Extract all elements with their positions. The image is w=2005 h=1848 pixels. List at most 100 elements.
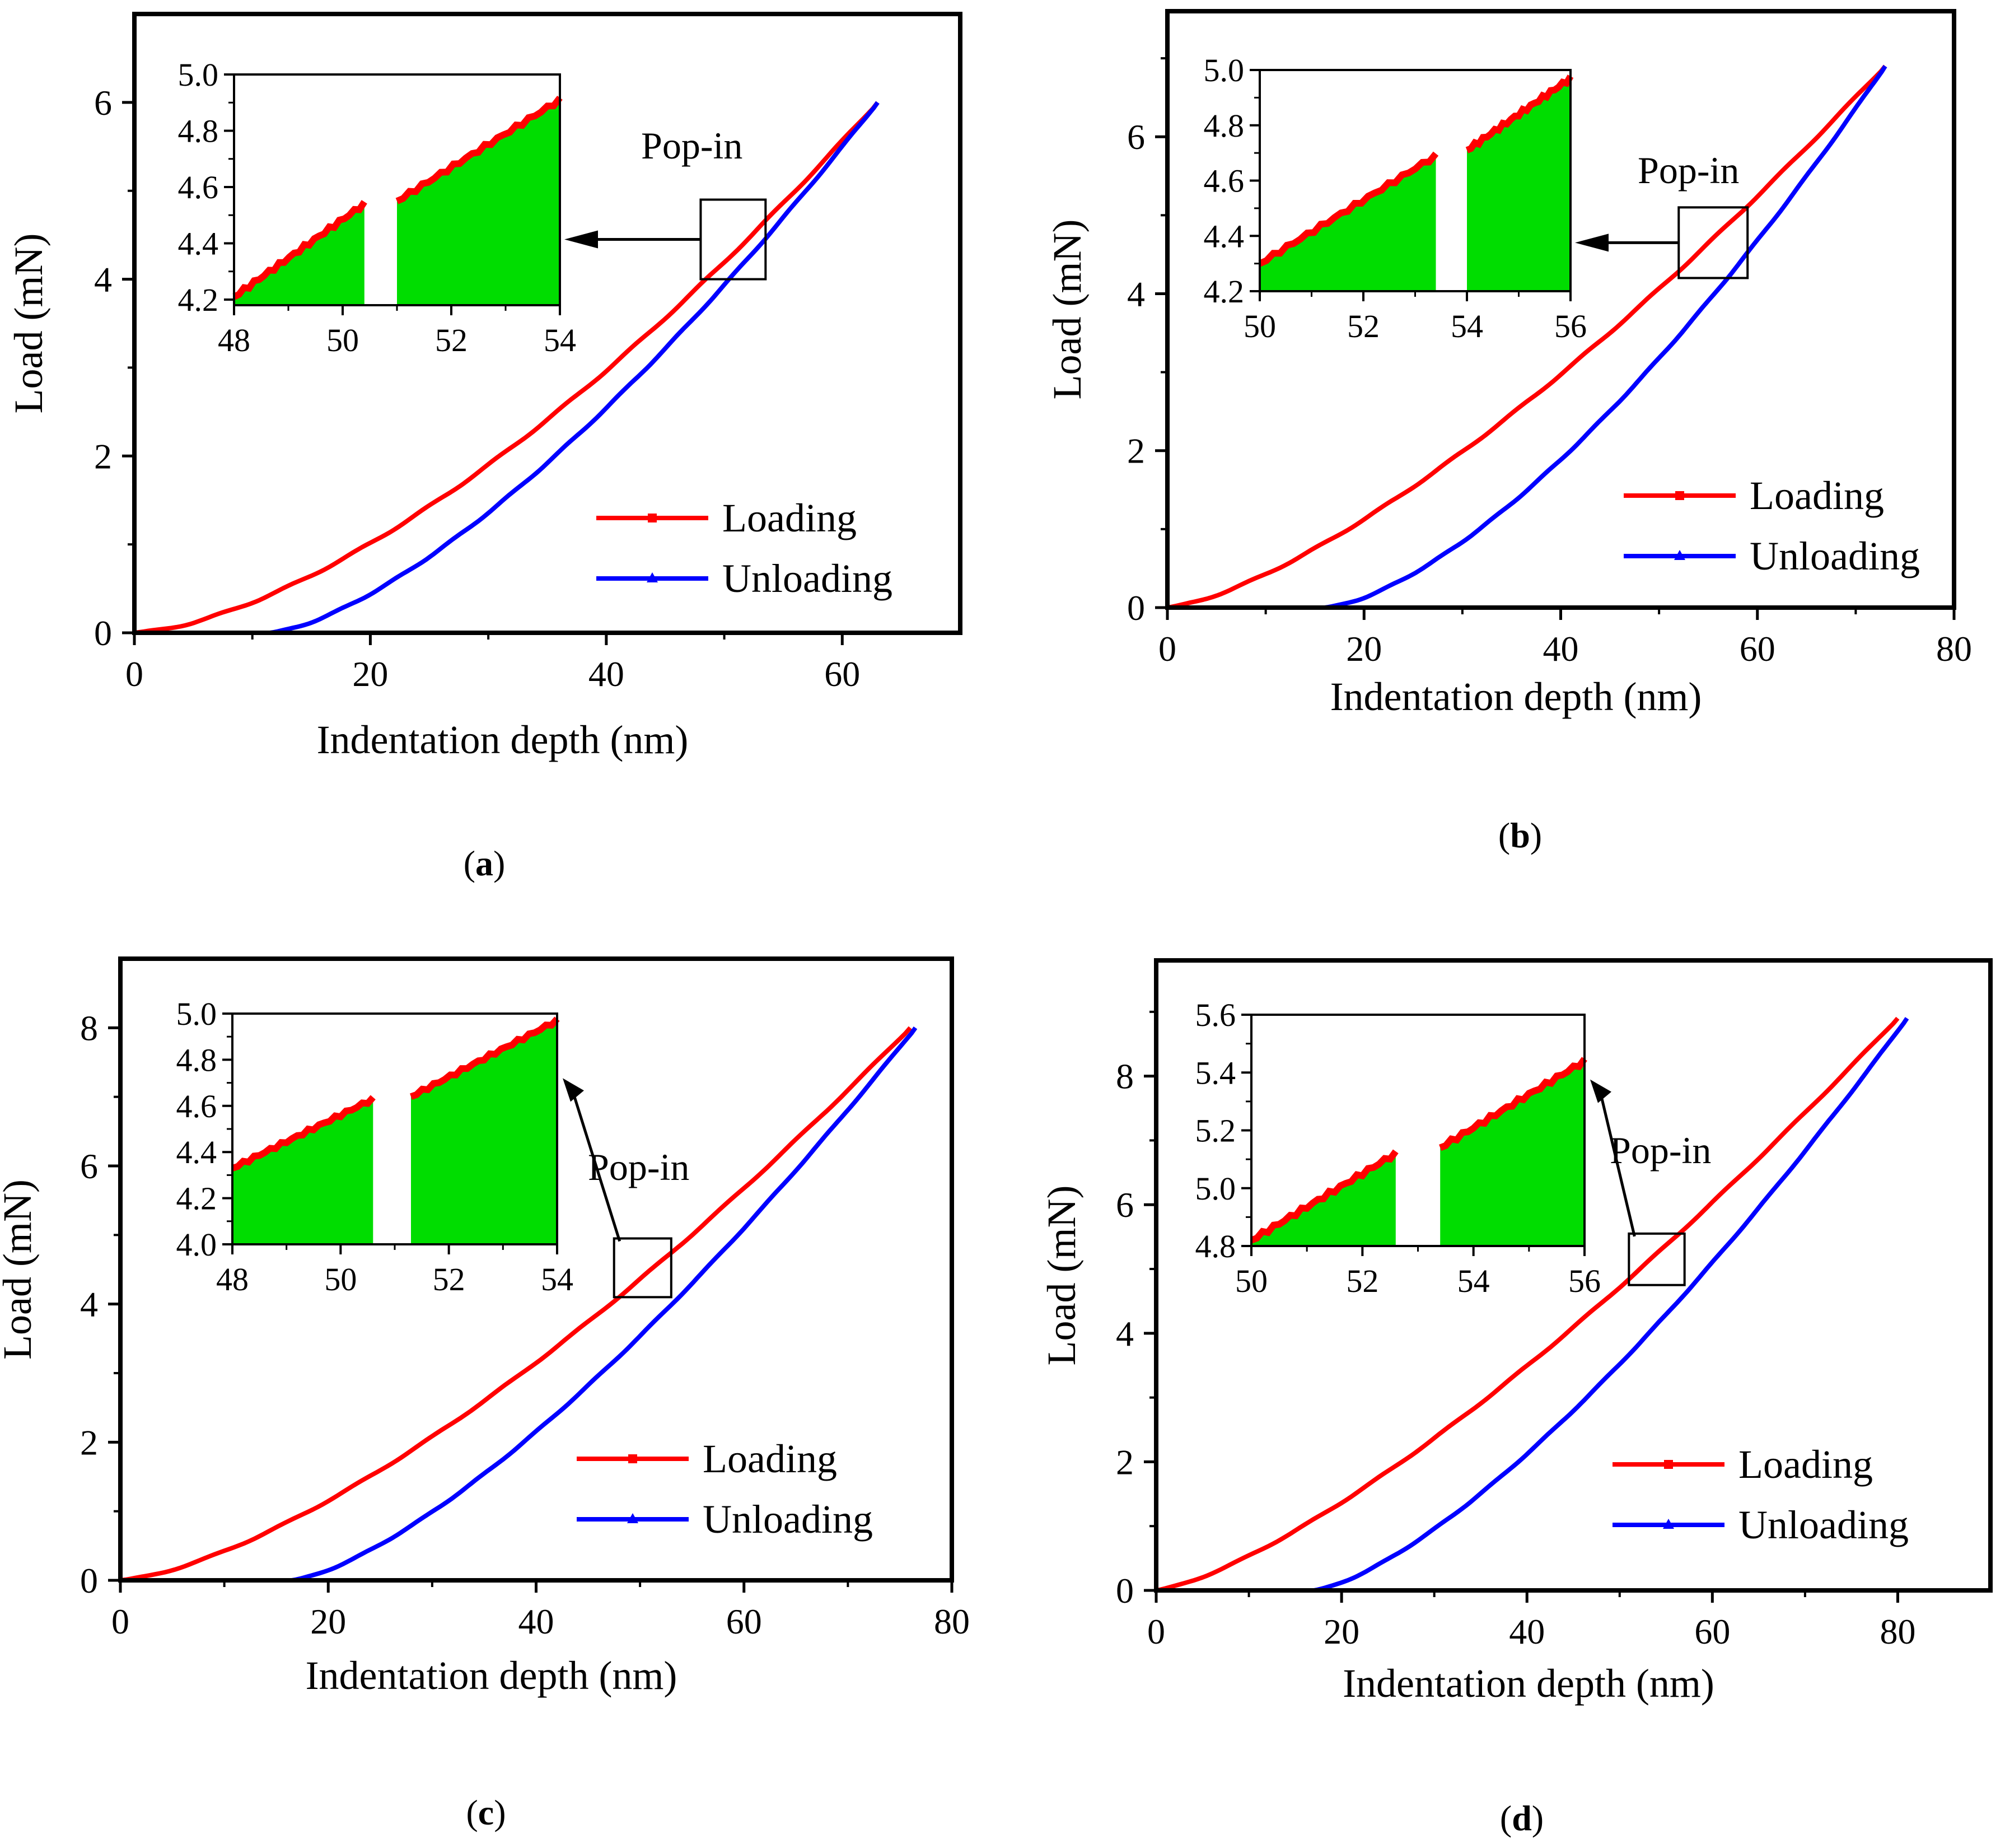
y-tick-label: 8 — [1116, 1057, 1134, 1096]
inset-y-tick-label: 5.4 — [1195, 1054, 1236, 1091]
inset-line-after — [1439, 1057, 1587, 1151]
inset-x-tick-label: 50 — [1235, 1263, 1268, 1299]
x-tick-label: 20 — [310, 1602, 346, 1641]
series-line-unloading — [1324, 64, 1887, 610]
legend-marker — [1674, 550, 1685, 560]
series-line-unloading — [269, 101, 880, 635]
x-tick-label: 40 — [588, 654, 624, 694]
pop-in-arrowhead — [563, 1078, 584, 1102]
x-tick-label: 0 — [111, 1602, 129, 1641]
inset-y-tick-label: 4.8 — [1195, 1228, 1236, 1264]
legend-marker — [1663, 1519, 1674, 1529]
x-axis-label: Indentation depth (nm) — [317, 717, 689, 762]
legend-label-loading: Loading — [1750, 473, 1884, 518]
inset-x-tick-label: 56 — [1568, 1263, 1601, 1299]
y-tick-label: 4 — [80, 1285, 98, 1324]
pop-in-label: Pop-in — [641, 124, 742, 167]
panel-label-a: (a) — [463, 843, 506, 883]
x-tick-label: 60 — [726, 1602, 762, 1641]
inset-y-tick-label: 4.2 — [1204, 273, 1245, 310]
inset-y-tick-label: 4.8 — [1204, 108, 1245, 144]
y-tick-label: 4 — [94, 260, 112, 300]
y-tick-label: 2 — [1127, 431, 1145, 471]
inset-y-tick-label: 5.6 — [1195, 997, 1236, 1033]
inset-x-tick-label: 56 — [1554, 308, 1587, 344]
inset-line-before — [1258, 151, 1439, 267]
inset-x-tick-label: 48 — [216, 1261, 249, 1298]
x-axis-label: Indentation depth (nm) — [1343, 1661, 1714, 1706]
series-line-loading — [120, 1026, 912, 1583]
x-tick-label: 40 — [1543, 629, 1579, 669]
inset-fill-before — [232, 1097, 373, 1244]
y-tick-label: 2 — [94, 436, 112, 476]
inset-y-tick-label: 5.0 — [176, 996, 217, 1032]
pop-in-box — [699, 198, 767, 281]
pop-in-label: Pop-in — [1638, 149, 1739, 192]
inset-a: 48 50 52 54 4.2 4.4 4.6 4.8 5.0 — [178, 57, 577, 358]
inset-y-tick-label: 4.4 — [176, 1134, 217, 1170]
y-tick-label: 0 — [94, 613, 112, 653]
x-axis-label: Indentation depth (nm) — [1330, 674, 1702, 719]
inset-fill-after — [1467, 76, 1571, 291]
y-tick-label: 2 — [1116, 1442, 1134, 1482]
series-line-loading — [1167, 64, 1887, 610]
inset-x-tick-label: 52 — [1347, 308, 1380, 344]
y-tick-label: 0 — [1127, 588, 1145, 628]
inset-c: 48 50 52 54 4.0 4.2 4.4 4.6 4.8 5.0 — [176, 996, 574, 1298]
y-tick-label: 6 — [80, 1146, 98, 1186]
chart-panel-d: 0 20 40 60 80 0 2 4 6 8 Indentation depth (nm) Load… — [1039, 958, 1993, 1706]
y-tick-label: 6 — [1116, 1185, 1134, 1225]
x-tick-label: 0 — [1158, 629, 1176, 669]
inset-line-before — [1250, 1149, 1399, 1244]
y-tick-label: 4 — [1127, 274, 1145, 314]
inset-x-tick-label: 52 — [433, 1261, 465, 1298]
x-tick-label: 60 — [1694, 1612, 1730, 1651]
series-line-loading — [1156, 1016, 1900, 1593]
inset-x-tick-label: 50 — [324, 1261, 357, 1298]
x-tick-label: 40 — [518, 1602, 554, 1641]
inset-y-tick-label: 4.0 — [176, 1226, 217, 1263]
inset-x-tick-label: 50 — [326, 322, 359, 358]
y-axis-label: Load (mN) — [0, 1179, 40, 1360]
chart-panel-b: 0 20 40 60 80 0 2 4 6 Indentation depth (nm) Load … — [1045, 9, 1972, 719]
inset-line-after — [395, 95, 563, 204]
inset-y-tick-label: 5.2 — [1195, 1113, 1236, 1149]
inset-fill-after — [411, 1019, 557, 1244]
inset-line-after — [1465, 74, 1574, 153]
inset-x-tick-label: 50 — [1244, 308, 1276, 344]
inset-y-tick-label: 4.2 — [178, 282, 219, 318]
inset-fill-before — [1260, 153, 1436, 291]
y-axis-label: Load (mN) — [6, 234, 51, 414]
inset-x-tick-label: 48 — [218, 322, 250, 358]
x-axis-label: Indentation depth (nm) — [306, 1653, 677, 1698]
panel-label-c: (c) — [466, 1793, 506, 1832]
pop-in-arrow — [572, 1094, 621, 1242]
y-tick-label: 8 — [80, 1008, 98, 1048]
legend-label-unloading: Unloading — [722, 556, 892, 601]
inset-line-after — [410, 1016, 560, 1100]
x-tick-label: 20 — [352, 654, 388, 694]
inset-line-before — [232, 200, 367, 300]
inset-x-tick-label: 54 — [1451, 308, 1483, 344]
y-axis-label: Load (mN) — [1039, 1186, 1084, 1366]
inset-x-tick-label: 52 — [435, 322, 468, 358]
x-tick-label: 80 — [1880, 1612, 1915, 1651]
legend-label-unloading: Unloading — [1750, 534, 1920, 578]
x-tick-label: 0 — [125, 654, 143, 694]
panel-label-d: (d) — [1499, 1798, 1544, 1838]
legend-label-unloading: Unloading — [1738, 1502, 1909, 1547]
y-tick-label: 6 — [1127, 117, 1145, 157]
inset-d: 50 52 54 56 4.8 5.0 5.2 5.4 5.6 — [1195, 997, 1601, 1299]
inset-x-tick-label: 54 — [1457, 1263, 1490, 1299]
x-tick-label: 60 — [1740, 629, 1775, 669]
inset-y-tick-label: 4.2 — [176, 1180, 217, 1217]
pop-in-arrowhead — [1575, 234, 1609, 252]
legend-marker — [648, 514, 657, 522]
x-tick-label: 80 — [1936, 629, 1972, 669]
legend-marker — [627, 1513, 638, 1523]
legend-label-loading: Loading — [722, 496, 857, 540]
pop-in-arrowhead — [564, 230, 598, 249]
inset-y-tick-label: 5.0 — [1195, 1170, 1236, 1207]
y-tick-label: 0 — [80, 1561, 98, 1600]
